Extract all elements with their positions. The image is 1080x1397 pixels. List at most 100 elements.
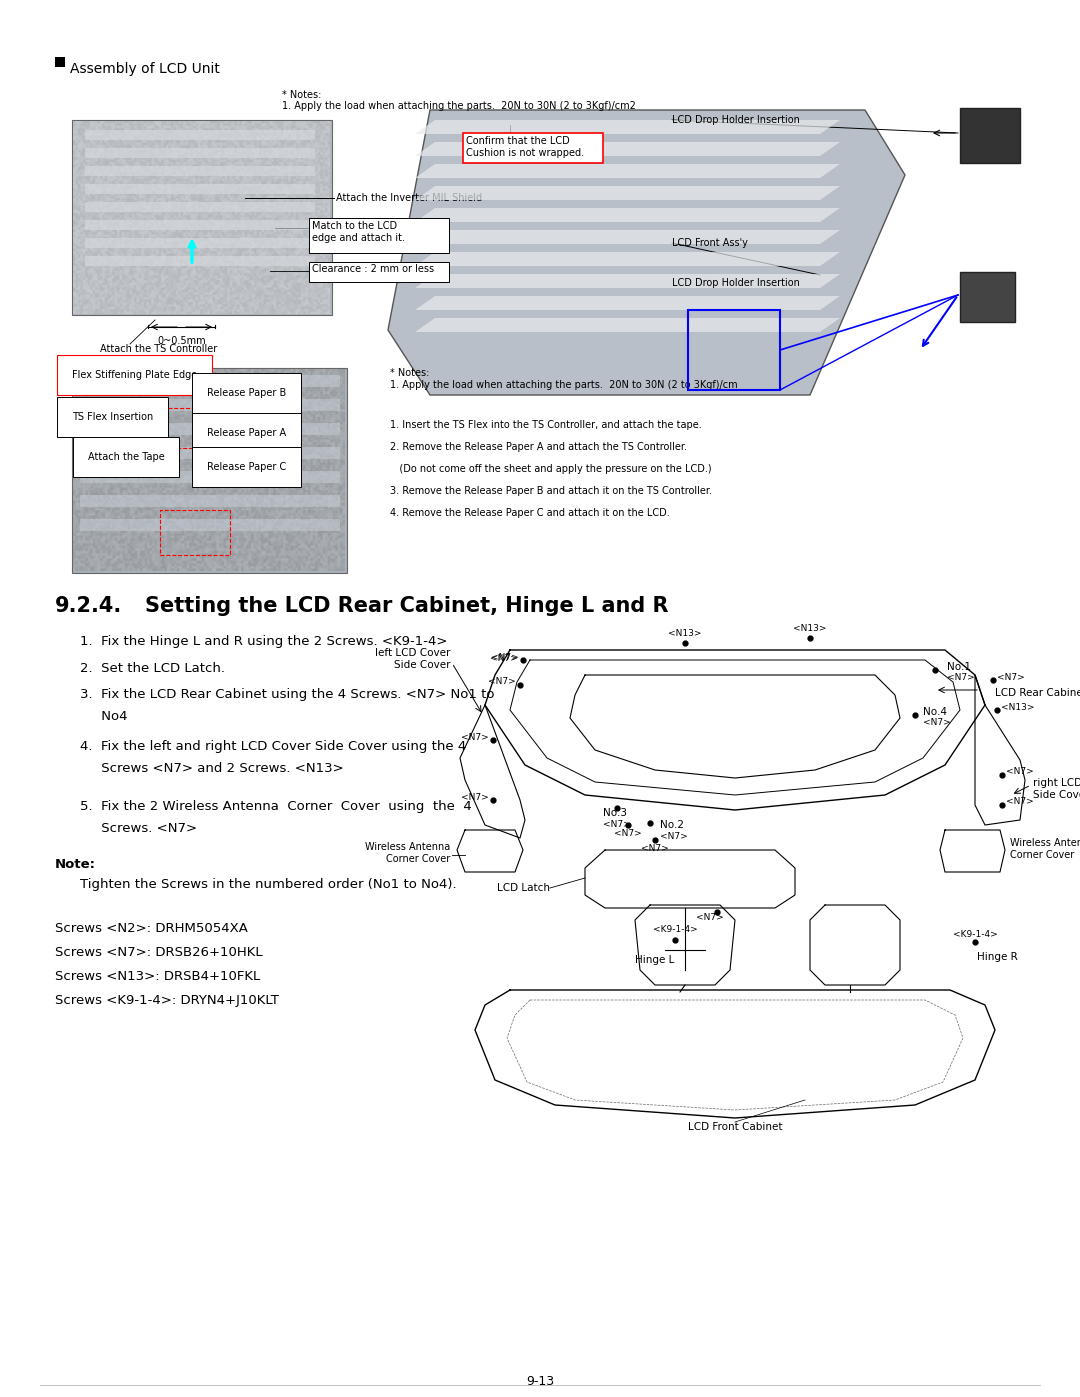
Text: left LCD Cover: left LCD Cover xyxy=(375,648,450,658)
Text: Side Cover: Side Cover xyxy=(1032,789,1080,800)
Text: Attach the Inverter MIL Shield: Attach the Inverter MIL Shield xyxy=(336,193,482,203)
Text: <N7>: <N7> xyxy=(603,820,631,828)
Text: 9.2.4.: 9.2.4. xyxy=(55,597,122,616)
Bar xyxy=(72,120,332,314)
Text: Release Paper C: Release Paper C xyxy=(207,462,286,472)
Text: <N7>: <N7> xyxy=(615,828,642,838)
Text: Side Cover: Side Cover xyxy=(393,659,450,671)
Text: <N7>: <N7> xyxy=(660,833,688,841)
Text: Release Paper B: Release Paper B xyxy=(207,388,286,398)
Polygon shape xyxy=(415,274,840,288)
Text: LCD Front Cabinet: LCD Front Cabinet xyxy=(688,1122,782,1132)
Text: <N7>: <N7> xyxy=(697,914,724,922)
Bar xyxy=(309,263,449,282)
Text: <N7>: <N7> xyxy=(490,654,518,664)
Text: Screws <N7> and 2 Screws. <N13>: Screws <N7> and 2 Screws. <N13> xyxy=(80,761,343,775)
Bar xyxy=(85,219,315,231)
Text: 4. Remove the Release Paper C and attach it on the LCD.: 4. Remove the Release Paper C and attach… xyxy=(390,509,670,518)
Text: TS Flex Insertion: TS Flex Insertion xyxy=(72,412,153,422)
Text: 3.  Fix the LCD Rear Cabinet using the 4 Screws. <N7> No1 to: 3. Fix the LCD Rear Cabinet using the 4 … xyxy=(80,687,495,701)
Bar xyxy=(55,57,65,67)
Text: <N13>: <N13> xyxy=(669,629,702,638)
Text: * Notes:: * Notes: xyxy=(390,367,430,379)
Text: <N7>: <N7> xyxy=(947,673,975,682)
Text: Attach the TS Controller: Attach the TS Controller xyxy=(100,344,217,353)
Polygon shape xyxy=(415,251,840,265)
Polygon shape xyxy=(415,319,840,332)
Text: Note:: Note: xyxy=(55,858,96,870)
Text: 0~0.5mm: 0~0.5mm xyxy=(158,337,206,346)
Bar xyxy=(85,203,315,212)
Bar xyxy=(72,367,347,573)
Text: Hinge R: Hinge R xyxy=(977,951,1017,963)
Bar xyxy=(80,520,340,531)
Bar xyxy=(80,495,340,507)
Polygon shape xyxy=(415,186,840,200)
Text: <N7>: <N7> xyxy=(1005,798,1034,806)
Polygon shape xyxy=(388,110,905,395)
Text: 2.  Set the LCD Latch.: 2. Set the LCD Latch. xyxy=(80,662,225,675)
Text: 1.  Fix the Hinge L and R using the 2 Screws. <K9-1-4>: 1. Fix the Hinge L and R using the 2 Scr… xyxy=(80,636,447,648)
Polygon shape xyxy=(415,296,840,310)
Text: <N7>: <N7> xyxy=(1005,767,1034,777)
Text: * Notes:: * Notes: xyxy=(282,89,322,101)
Bar xyxy=(85,166,315,176)
Bar xyxy=(80,400,340,411)
Text: Corner Cover: Corner Cover xyxy=(386,854,450,863)
Text: Match to the LCD
edge and attach it.: Match to the LCD edge and attach it. xyxy=(312,221,405,243)
Text: Attach the Tape: Attach the Tape xyxy=(87,453,165,462)
Text: Flex Stiffening Plate Edge: Flex Stiffening Plate Edge xyxy=(72,370,198,380)
Text: <K9-1-4>: <K9-1-4> xyxy=(953,930,997,939)
Text: Screws. <N7>: Screws. <N7> xyxy=(80,821,198,835)
Text: Confirm that the LCD
Cushion is not wrapped.: Confirm that the LCD Cushion is not wrap… xyxy=(465,136,584,158)
Text: <N7>: <N7> xyxy=(642,844,669,854)
Text: No.1: No.1 xyxy=(947,662,971,672)
Text: Setting the LCD Rear Cabinet, Hinge L and R: Setting the LCD Rear Cabinet, Hinge L an… xyxy=(145,597,669,616)
Polygon shape xyxy=(415,142,840,156)
Text: 1. Apply the load when attaching the parts.  20N to 30N (2 to 3Kgf)/cm2: 1. Apply the load when attaching the par… xyxy=(282,101,636,110)
Text: Clearance : 2 mm or less: Clearance : 2 mm or less xyxy=(312,264,434,274)
Polygon shape xyxy=(415,120,840,134)
Text: Screws <N13>: DRSB4+10FKL: Screws <N13>: DRSB4+10FKL xyxy=(55,970,260,983)
Text: 2. Remove the Release Paper A and attach the TS Controller.: 2. Remove the Release Paper A and attach… xyxy=(390,441,687,453)
Text: Release Paper A: Release Paper A xyxy=(207,427,286,439)
Bar xyxy=(85,184,315,194)
Text: 3. Remove the Release Paper B and attach it on the TS Controller.: 3. Remove the Release Paper B and attach… xyxy=(390,486,712,496)
Bar xyxy=(85,148,315,158)
Text: No4: No4 xyxy=(80,710,127,724)
Text: No.2: No.2 xyxy=(660,820,684,830)
Text: Screws <N7>: DRSB26+10HKL: Screws <N7>: DRSB26+10HKL xyxy=(55,946,262,958)
Bar xyxy=(463,133,603,163)
Text: 1. Insert the TS Flex into the TS Controller, and attach the tape.: 1. Insert the TS Flex into the TS Contro… xyxy=(390,420,702,430)
Bar xyxy=(384,105,955,400)
Bar xyxy=(85,256,315,265)
Text: Screws <N2>: DRHM5054XA: Screws <N2>: DRHM5054XA xyxy=(55,922,248,935)
Text: <N13>: <N13> xyxy=(1001,703,1035,711)
Bar xyxy=(165,408,225,448)
Text: 1. Apply the load when attaching the parts.  20N to 30N (2 to 3Kgf)/cm: 1. Apply the load when attaching the par… xyxy=(390,380,738,390)
Bar xyxy=(80,471,340,483)
Bar xyxy=(80,423,340,434)
Text: LCD Front Ass'y: LCD Front Ass'y xyxy=(672,237,747,249)
Text: LCD Drop Holder Insertion: LCD Drop Holder Insertion xyxy=(672,115,800,124)
Text: 4.  Fix the left and right LCD Cover Side Cover using the 4: 4. Fix the left and right LCD Cover Side… xyxy=(80,740,467,753)
Text: 5.  Fix the 2 Wireless Antenna  Corner  Cover  using  the  4: 5. Fix the 2 Wireless Antenna Corner Cov… xyxy=(80,800,472,813)
Bar xyxy=(80,447,340,460)
Text: <N7>: <N7> xyxy=(997,672,1025,682)
Text: No.4: No.4 xyxy=(923,707,947,717)
Polygon shape xyxy=(415,208,840,222)
Text: 9-13: 9-13 xyxy=(526,1375,554,1389)
Bar xyxy=(80,374,340,387)
Text: Hinge L: Hinge L xyxy=(635,956,675,965)
Text: right LCD Cover: right LCD Cover xyxy=(1032,778,1080,788)
Text: No.3: No.3 xyxy=(603,807,627,819)
Text: <K9-1-4>: <K9-1-4> xyxy=(652,925,698,935)
Text: LCD Latch: LCD Latch xyxy=(497,883,550,893)
Bar xyxy=(960,272,1015,321)
Polygon shape xyxy=(415,231,840,244)
Bar xyxy=(309,218,449,253)
Text: <N7>: <N7> xyxy=(488,678,516,686)
Text: <N13>: <N13> xyxy=(793,624,827,633)
Bar xyxy=(85,237,315,249)
Bar xyxy=(85,130,315,140)
